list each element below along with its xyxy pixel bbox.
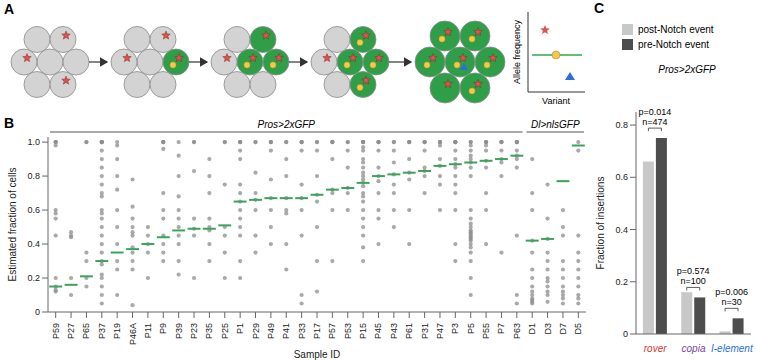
svg-text:P11: P11 xyxy=(143,323,153,338)
svg-text:P17: P17 xyxy=(312,323,322,339)
svg-text:P33: P33 xyxy=(297,323,307,339)
svg-text:D1: D1 xyxy=(527,323,537,335)
svg-text:P57: P57 xyxy=(327,323,337,339)
svg-text:P39: P39 xyxy=(174,323,184,339)
svg-text:P53: P53 xyxy=(343,323,353,339)
svg-text:Sample ID: Sample ID xyxy=(294,349,341,360)
svg-text:P29: P29 xyxy=(251,323,261,339)
svg-text:0.2: 0.2 xyxy=(615,277,628,287)
svg-text:P25: P25 xyxy=(220,323,230,339)
svg-text:0.2: 0.2 xyxy=(27,273,40,283)
svg-text:n=30: n=30 xyxy=(721,297,741,307)
svg-text:n=474: n=474 xyxy=(642,117,667,127)
svg-text:0.6: 0.6 xyxy=(27,205,40,215)
svg-text:P59: P59 xyxy=(51,323,61,339)
svg-text:0: 0 xyxy=(623,329,628,339)
svg-text:copia: copia xyxy=(682,343,706,354)
svg-text:Fraction of insertions: Fraction of insertions xyxy=(595,177,606,270)
svg-text:P35: P35 xyxy=(204,323,214,339)
svg-text:P55: P55 xyxy=(481,323,491,339)
svg-text:P7: P7 xyxy=(496,323,506,334)
svg-text:1.0: 1.0 xyxy=(27,137,40,147)
svg-text:0.8: 0.8 xyxy=(615,120,628,130)
svg-text:P37: P37 xyxy=(97,323,107,339)
svg-text:P3: P3 xyxy=(450,323,460,334)
svg-text:I-element: I-element xyxy=(711,343,749,354)
svg-text:P43: P43 xyxy=(389,323,399,339)
svg-text:rover: rover xyxy=(644,343,667,354)
svg-text:P1: P1 xyxy=(235,323,245,334)
html-text:Pros>2xGFP: Pros>2xGFP xyxy=(658,64,716,75)
html-text:pre-Notch event: pre-Notch event xyxy=(638,39,710,50)
html-text:C: C xyxy=(594,0,605,16)
svg-text:P19: P19 xyxy=(112,323,122,339)
svg-text:D3: D3 xyxy=(543,323,553,335)
svg-text:Estimated fraction of cells: Estimated fraction of cells xyxy=(8,168,18,282)
svg-text:Allele frequency: Allele frequency xyxy=(512,19,522,84)
svg-text:P63: P63 xyxy=(512,323,522,339)
svg-text:0: 0 xyxy=(35,307,40,317)
svg-text:P61: P61 xyxy=(404,323,414,339)
svg-text:D7: D7 xyxy=(558,323,568,335)
svg-text:A: A xyxy=(8,1,14,17)
svg-text:P5: P5 xyxy=(466,323,476,334)
svg-text:Variant: Variant xyxy=(542,96,570,106)
svg-text:Pros>2xGFP: Pros>2xGFP xyxy=(257,119,315,130)
svg-text:0.4: 0.4 xyxy=(615,225,628,235)
svg-text:n=100: n=100 xyxy=(681,276,706,286)
svg-text:p=0.574: p=0.574 xyxy=(677,266,710,276)
svg-text:Dl>nlsGFP: Dl>nlsGFP xyxy=(531,119,580,130)
svg-text:p=0.006: p=0.006 xyxy=(715,287,748,297)
svg-text:p=0.014: p=0.014 xyxy=(639,107,672,117)
svg-text:P15: P15 xyxy=(358,323,368,339)
svg-text:D5: D5 xyxy=(573,323,583,335)
svg-text:0.8: 0.8 xyxy=(27,171,40,181)
svg-text:P41: P41 xyxy=(281,323,291,339)
svg-text:P45: P45 xyxy=(373,323,383,339)
html-text:post-Notch event: post-Notch event xyxy=(638,24,714,35)
svg-text:P49: P49 xyxy=(266,323,276,339)
svg-text:0.4: 0.4 xyxy=(27,239,40,249)
svg-text:P47: P47 xyxy=(435,323,445,339)
svg-text:B: B xyxy=(8,115,14,131)
svg-text:P27: P27 xyxy=(66,323,76,339)
svg-text:P31: P31 xyxy=(420,323,430,339)
svg-text:0.6: 0.6 xyxy=(615,172,628,182)
svg-text:P23: P23 xyxy=(189,323,199,339)
svg-text:P9: P9 xyxy=(158,323,168,334)
svg-text:P65: P65 xyxy=(81,323,91,339)
svg-text:P46A: P46A xyxy=(128,323,138,345)
